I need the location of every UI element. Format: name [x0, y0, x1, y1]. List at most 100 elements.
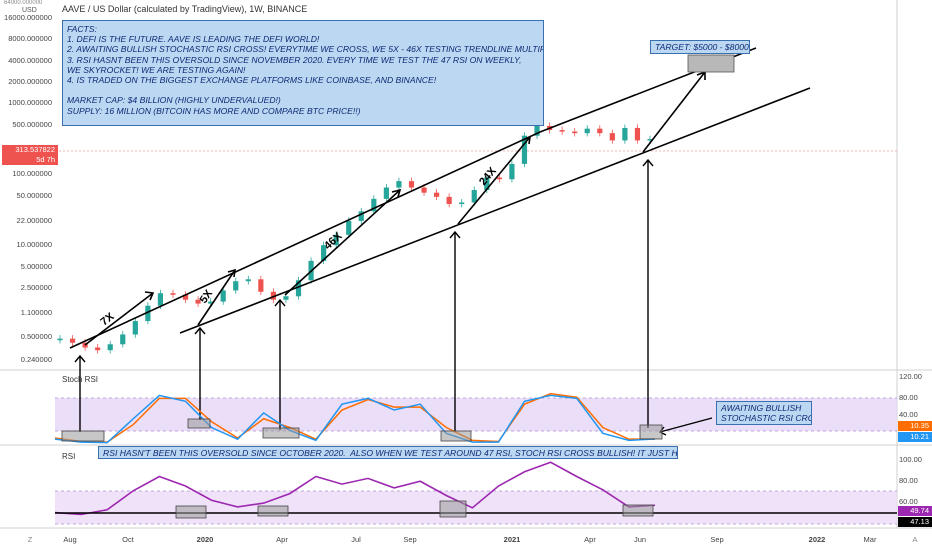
- stoch-highlight-2: [187, 418, 211, 429]
- rsi-highlight-boxes: [175, 500, 654, 519]
- candle-body: [270, 291, 277, 300]
- vertical-arrowhead-3: [274, 298, 286, 307]
- price-tick: 500.000000: [12, 119, 52, 129]
- target-zone: [687, 54, 735, 73]
- arrowhead-7x: [144, 291, 155, 301]
- arrowhead-24x: [522, 135, 531, 145]
- rsi-highlight-4: [622, 504, 654, 517]
- candle-body: [358, 211, 364, 221]
- last-price-tag: 313.537822: [2, 145, 58, 155]
- candle-body: [484, 177, 490, 190]
- rsi-oversold-note: RSI HASN'T BEEN THIS OVERSOLD SINCE OCTO…: [98, 446, 678, 459]
- stoch-d-value-tag: 10.21: [898, 432, 932, 442]
- price-tick: 16000.000000: [4, 13, 52, 22]
- candle-body: [95, 347, 101, 351]
- candle-body: [157, 293, 164, 306]
- price-tick: 10.000000: [16, 240, 52, 250]
- time-tick: Apr: [276, 535, 288, 544]
- candle-body: [509, 163, 515, 180]
- stoch-rsi-title: Stoch RSI: [62, 375, 99, 384]
- move-arrow-5x: [197, 269, 236, 326]
- stoch-tick-40: 40.00: [899, 410, 918, 419]
- candle-body: [333, 234, 339, 246]
- move-arrow-46x: [284, 189, 401, 296]
- candle-body: [446, 196, 452, 205]
- candle-body: [597, 128, 603, 134]
- candles-group: [57, 122, 653, 354]
- stoch-cross-note: AWAITING BULLISH STOCHASTIC RSI CROSS!: [716, 401, 812, 425]
- stoch-highlight-3: [262, 427, 300, 439]
- stoch-tick-120: 120.00: [899, 372, 922, 381]
- price-tick: 1000.000000: [8, 98, 52, 108]
- auto-scale-icon[interactable]: A: [912, 535, 918, 544]
- candle-body: [295, 280, 302, 297]
- time-tick: Jun: [633, 535, 647, 544]
- price-tick: 2000.000000: [8, 77, 52, 87]
- candle-body: [195, 299, 201, 304]
- candle-body: [408, 181, 415, 188]
- move-label-7x: 7X: [98, 310, 117, 328]
- facts-note: FACTS: 1. DEFI IS THE FUTURE. AAVE IS LE…: [62, 20, 544, 126]
- candle-body: [622, 127, 628, 141]
- stoch-note-arrow: [659, 417, 713, 433]
- vertical-arrowhead-4: [449, 230, 461, 239]
- price-tick: 5.000000: [20, 261, 52, 271]
- candle-body: [283, 296, 289, 300]
- arrowhead-46x: [391, 188, 402, 198]
- candle-body: [245, 279, 251, 282]
- vertical-arrowhead-5: [642, 158, 654, 167]
- candle-body: [182, 294, 189, 300]
- candle-body: [258, 279, 264, 292]
- candle-body: [609, 133, 615, 141]
- price-tick: 22.000000: [16, 215, 52, 225]
- move-arrow-7x: [84, 292, 154, 346]
- rsi-value-tag: 49.74: [898, 506, 932, 516]
- candle-body: [208, 301, 214, 304]
- candle-body: [433, 192, 440, 197]
- candle-body: [145, 305, 151, 322]
- candle-body: [132, 321, 138, 335]
- price-tick: 0.500000: [20, 332, 52, 342]
- price-tick: 1.100000: [20, 308, 52, 318]
- move-label-24x: 24X: [477, 165, 499, 188]
- candle-body: [421, 187, 427, 193]
- candle-body: [107, 344, 113, 351]
- time-tick: Apr: [584, 535, 596, 544]
- candle-body: [496, 177, 502, 180]
- candle-body: [559, 130, 565, 132]
- candle-body: [647, 139, 653, 141]
- candle-body: [584, 128, 590, 134]
- stoch-highlight-4: [440, 430, 472, 442]
- rsi-tick-60: 60.00: [899, 497, 918, 506]
- time-tick: 2020: [196, 535, 214, 544]
- rsi-line: [54, 461, 656, 516]
- rsi-level-tag: 47.13: [898, 517, 932, 527]
- time-tick: Oct: [122, 535, 134, 544]
- countdown-tag: 5d 7h: [2, 155, 58, 165]
- rsi-tick-80: 80.00: [899, 476, 918, 485]
- candle-body: [459, 202, 465, 205]
- price-tick: 0.240000: [20, 355, 52, 364]
- price-tick: 8000.000000: [8, 34, 52, 44]
- stoch-tick-80: 80.00: [899, 393, 918, 402]
- timezone-icon[interactable]: Z: [27, 535, 33, 544]
- time-tick: Mar: [863, 535, 877, 544]
- rsi-highlight-3: [439, 500, 467, 518]
- candle-body: [69, 338, 76, 343]
- candle-body: [57, 338, 63, 341]
- candle-body: [396, 181, 402, 188]
- chart-title: AAVE / US Dollar (calculated by TradingV…: [62, 4, 308, 14]
- candle-body: [82, 342, 88, 348]
- candle-body: [120, 334, 126, 345]
- target-note: TARGET: $5000 - $8000: [650, 40, 750, 54]
- move-arrow-24x: [457, 136, 531, 225]
- stoch-highlight-5: [639, 424, 663, 440]
- target-arrow: [642, 71, 706, 153]
- time-tick: Aug: [63, 535, 77, 544]
- rsi-highlight-1: [175, 505, 207, 519]
- time-tick: 2021: [503, 535, 521, 544]
- candle-body: [346, 220, 352, 235]
- candle-body: [471, 189, 477, 203]
- stoch-k-value-tag: 10.35: [898, 421, 932, 431]
